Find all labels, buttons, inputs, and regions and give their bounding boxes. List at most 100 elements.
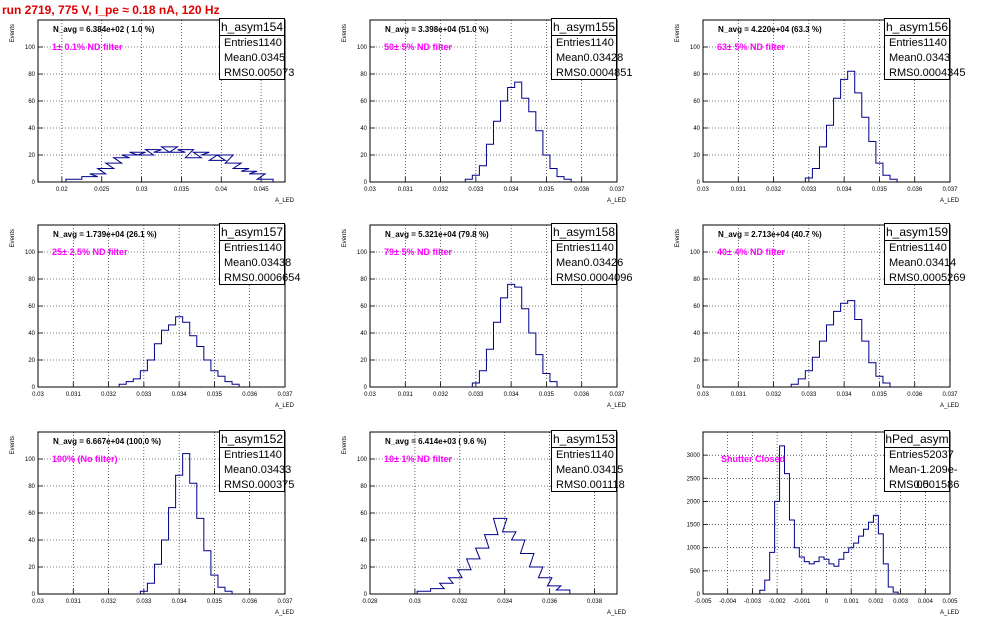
stats-row-entries: Entries 1140: [552, 241, 616, 256]
stats-row-mean: Mean 0.0343: [885, 51, 951, 66]
x-tick-label: 0.035: [207, 392, 223, 398]
filter-label: 10± 1% ND filter: [384, 454, 452, 464]
stats-box-title: h_asym154: [220, 20, 284, 36]
stats-row-mean: Mean 0.03426: [552, 256, 623, 271]
x-tick-label: 0.03: [364, 187, 376, 193]
stats-label: Entries: [224, 242, 259, 254]
stats-value-entries: 1140: [258, 449, 282, 461]
x-tick-label: 0.033: [468, 187, 484, 193]
stats-row-entries: Entries 1140: [885, 36, 949, 51]
stats-box-title: h_asym155: [552, 20, 616, 36]
x-tick-label: 0.032: [766, 392, 782, 398]
x-tick-label: 0.033: [136, 392, 152, 398]
histogram-series-h_asym158: [471, 283, 558, 387]
stats-label: Mean: [556, 464, 584, 476]
stats-row-mean: Mean 0.03433: [220, 463, 291, 478]
stats-label: RMS: [556, 272, 581, 284]
stats-box-h_asym159: h_asym159 Entries 1140 Mean 0.03414 RMS 0.0005…: [884, 223, 965, 286]
navg-annotation: N_avg = 6.414e+03 ( 9.6 %): [385, 437, 487, 446]
stats-value-mean: 0.0345: [251, 52, 286, 64]
y-tick-label: 80: [28, 277, 35, 283]
y-tick-label: 60: [360, 511, 367, 517]
stats-label: RMS: [556, 479, 581, 491]
filter-label: 25± 2.5% ND filter: [52, 247, 128, 257]
x-tick-label: 0.005: [942, 599, 958, 605]
y-tick-label: 80: [360, 484, 367, 490]
x-tick-label: 0.032: [433, 187, 449, 193]
histogram-series-h_asym152: [139, 453, 233, 594]
x-tick-label: 0.03: [136, 187, 148, 193]
stats-label: RMS: [889, 479, 914, 491]
x-tick-label: 0.037: [277, 392, 293, 398]
x-tick-label: 0.032: [101, 599, 117, 605]
x-tick-label: 0.035: [174, 187, 190, 193]
stats-label: Entries: [556, 449, 591, 461]
x-tick-label: 0.036: [242, 599, 258, 605]
y-tick-label: 500: [690, 569, 701, 575]
x-axis-label: A_LED: [940, 610, 960, 616]
stats-value-rms: 0.005073: [248, 67, 295, 79]
x-tick-label: 0.033: [468, 392, 484, 398]
x-tick-label: 0.03: [364, 392, 376, 398]
histogram-series-h_asym153: [416, 517, 571, 594]
x-tick-label: 0.028: [362, 599, 378, 605]
y-tick-label: 40: [28, 331, 35, 337]
stats-label: Mean: [889, 257, 917, 269]
stats-value-mean: 0.03428: [583, 52, 624, 64]
y-tick-label: 80: [28, 484, 35, 490]
y-tick-label: 20: [360, 153, 367, 159]
stats-value-mean: 0.03426: [583, 257, 624, 269]
navg-annotation: N_avg = 4.220e+04 (63.3 %): [718, 25, 822, 34]
filter-label: 40± 4% ND filter: [717, 247, 785, 257]
stats-row-entries: Entries 1140: [885, 241, 949, 256]
histogram-series-h_asym159: [790, 300, 891, 387]
stats-box-h_asym155: h_asym155 Entries 1140 Mean 0.03428 RMS 0.0004…: [551, 18, 632, 81]
y-axis-label: Events: [10, 229, 16, 247]
stats-box-title: hPed_asym: [885, 432, 949, 448]
y-tick-label: 40: [693, 126, 700, 132]
stats-value-rms: 0.0004851: [580, 67, 633, 79]
y-tick-label: 100: [25, 250, 36, 256]
x-tick-label: 0.004: [918, 599, 934, 605]
x-tick-label: 0.036: [907, 187, 923, 193]
stats-value-rms: 0.0005269: [913, 272, 966, 284]
x-tick-label: 0.034: [504, 187, 520, 193]
navg-annotation: N_avg = 5.321e+04 (79.8 %): [385, 230, 489, 239]
y-tick-label: 100: [25, 457, 36, 463]
stats-value-rms: 0.0006654: [248, 272, 301, 284]
y-axis-label: Events: [342, 436, 348, 454]
y-tick-label: 60: [28, 99, 35, 105]
y-tick-label: 100: [25, 45, 36, 51]
stats-value-entries: 1140: [923, 242, 947, 254]
y-tick-label: 20: [693, 358, 700, 364]
stats-label: Mean: [556, 257, 584, 269]
stats-row-rms: RMS 0.001586: [885, 478, 959, 493]
histogram-panel-h_asym155: 0.03 0.031 0.032 0.033 0.034 0.035 0.036 0.037 0…: [342, 19, 627, 204]
x-tick-label: 0.033: [801, 187, 817, 193]
y-tick-label: 1500: [687, 523, 701, 529]
filter-label: 100% (No filter): [52, 454, 118, 464]
stats-row-rms: RMS 0.0004851: [552, 66, 632, 81]
stats-box-title: h_asym152: [220, 432, 284, 448]
stats-label: Mean: [889, 52, 917, 64]
stats-value-entries: 1140: [590, 37, 614, 49]
stats-row-mean: Mean 0.03414: [885, 256, 956, 271]
y-tick-label: 0: [32, 385, 36, 391]
stats-row-rms: RMS 0.0005269: [885, 271, 965, 286]
stats-box-hPed_asym: hPed_asym Entries 52037 Mean -1.209e-05 RMS 0.…: [884, 430, 959, 493]
stats-box-h_asym156: h_asym156 Entries 1140 Mean 0.0343 RMS 0.00043…: [884, 18, 965, 80]
histogram-panel-h_asym154: 0.02 0.025 0.03 0.035 0.04 0.045 0 20 40 60 80 100 E…: [10, 19, 295, 204]
stats-value-mean: 0.0343: [916, 52, 951, 64]
x-tick-label: 0.035: [207, 599, 223, 605]
x-tick-label: 0.036: [542, 599, 558, 605]
y-tick-label: 80: [360, 72, 367, 78]
stats-row-entries: Entries 1140: [220, 241, 284, 256]
y-tick-label: 40: [360, 538, 367, 544]
y-tick-label: 40: [360, 331, 367, 337]
x-tick-label: 0.032: [101, 392, 117, 398]
histogram-series-hPed_asym: [759, 445, 899, 594]
stats-label: Entries: [889, 242, 924, 254]
x-tick-label: 0.037: [609, 187, 625, 193]
x-tick-label: 0.036: [242, 392, 258, 398]
y-tick-label: 40: [28, 126, 35, 132]
